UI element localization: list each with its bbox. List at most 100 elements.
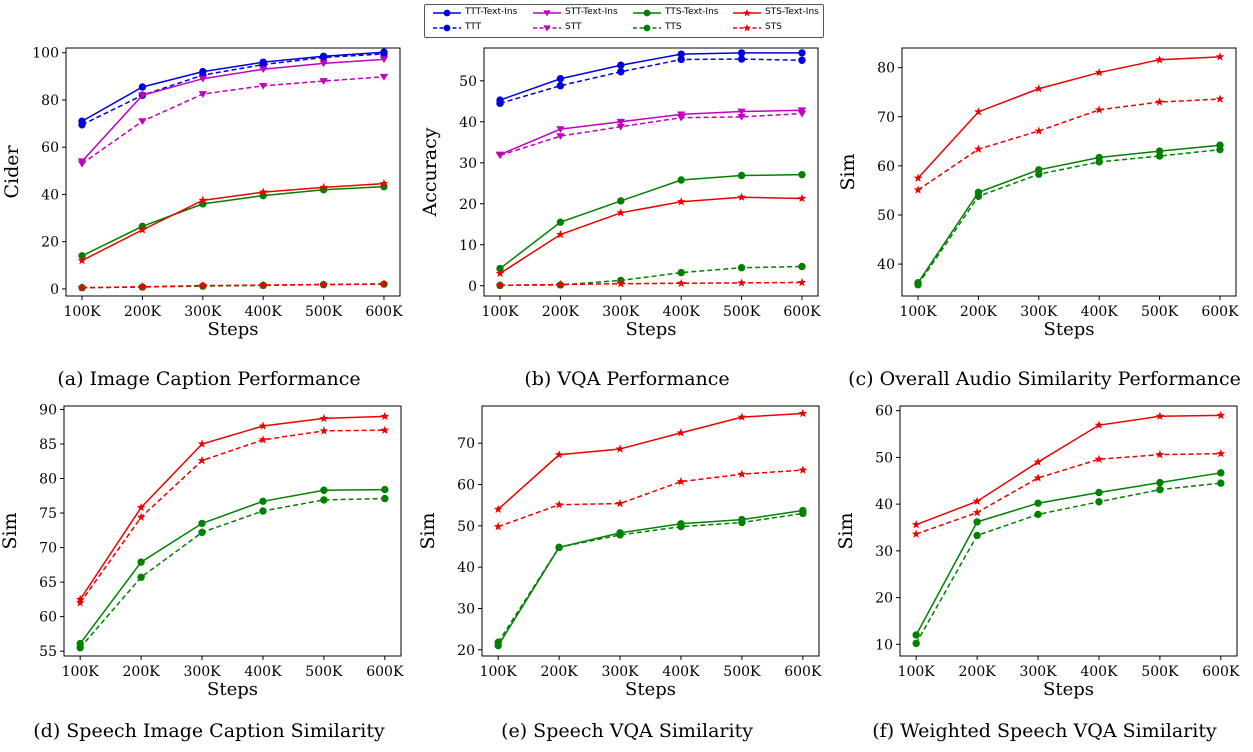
- series-tts-text-ins: [76, 485, 389, 648]
- series-sts: [75, 425, 390, 607]
- series-sts: [495, 277, 807, 290]
- y-tick-label: 10: [875, 637, 893, 653]
- x-tick-label: 300K: [1020, 304, 1058, 320]
- caption-e: (e) Speech VQA Similarity: [501, 720, 753, 742]
- data-point: [911, 529, 921, 538]
- legend-label: STT-Text-Ins: [565, 7, 618, 17]
- caption-c: (c) Overall Audio Similarity Performance: [848, 368, 1241, 390]
- data-point: [320, 496, 328, 504]
- x-tick-label: 100K: [63, 304, 101, 320]
- data-point: [493, 522, 503, 531]
- series-line: [79, 497, 385, 649]
- legend-swatch: [633, 24, 661, 32]
- legend-item-ttt-text-ins: TTT-Text-Ins: [431, 6, 527, 20]
- data-point: [616, 208, 626, 217]
- x-tick-label: 200K: [123, 664, 161, 680]
- y-tick-label: 50: [459, 74, 477, 90]
- data-point: [75, 598, 85, 607]
- speech-vqa-similarity-chart: 20 30 40 50 60 70 100K 200K 300K 400K 500K 600K Step…: [417, 405, 822, 700]
- x-tick-label: 300K: [602, 304, 640, 320]
- data-point: [138, 83, 147, 91]
- y-tick-label: 0: [50, 282, 59, 298]
- data-point: [615, 498, 625, 508]
- series-tts: [914, 145, 1224, 289]
- legend-swatch: [533, 25, 561, 32]
- legend-swatch: [433, 24, 461, 32]
- legend-label: TTS-Text-Ins: [665, 7, 719, 17]
- series-tts: [78, 280, 388, 292]
- y-tick-label: 20: [457, 643, 475, 659]
- legend-marker: [543, 10, 551, 17]
- x-tick-label: 600K: [366, 664, 404, 680]
- data-point: [1156, 485, 1164, 494]
- data-point: [380, 425, 390, 434]
- series-line: [497, 469, 803, 528]
- data-point: [797, 110, 807, 118]
- series-line: [81, 76, 385, 165]
- data-point: [198, 519, 206, 528]
- data-point: [737, 171, 746, 180]
- data-point: [198, 91, 208, 98]
- data-point: [1094, 420, 1104, 429]
- series-sts: [77, 279, 389, 292]
- legend-marker: [743, 8, 751, 17]
- data-point: [259, 497, 267, 506]
- series-line: [499, 52, 802, 101]
- y-tick-label: 40: [457, 560, 475, 576]
- x-tick-label: 400K: [663, 304, 701, 320]
- data-point: [1035, 170, 1043, 178]
- series-stt: [495, 110, 807, 160]
- y-tick-label: 60: [39, 610, 57, 626]
- data-point: [911, 520, 921, 529]
- data-point: [737, 113, 746, 121]
- series-line: [79, 415, 385, 600]
- data-point: [1217, 479, 1225, 487]
- legend-swatch: [733, 8, 761, 17]
- data-point: [556, 229, 565, 239]
- series-line: [499, 196, 802, 275]
- data-point: [379, 178, 389, 188]
- data-point: [677, 268, 685, 277]
- data-point: [136, 512, 146, 521]
- data-point: [137, 558, 145, 566]
- legend-swatch: [733, 23, 761, 32]
- series-line: [81, 185, 385, 257]
- legend-label: TTS: [665, 22, 682, 32]
- axes: 20 30 40 50 60 70 100K 200K 300K 400K 500K 600K: [457, 405, 822, 680]
- data-point: [1095, 158, 1103, 166]
- data-point: [556, 218, 565, 226]
- y-tick-label: 20: [41, 235, 59, 251]
- data-point: [798, 408, 808, 418]
- data-point: [737, 108, 746, 116]
- legend-item-sts-text-ins: STS-Text-Ins: [731, 6, 827, 20]
- data-point: [974, 107, 983, 116]
- data-point: [556, 75, 565, 83]
- x-axis-label: Steps: [208, 319, 259, 340]
- legend-item-ttt: TTT: [431, 21, 527, 35]
- data-point: [198, 281, 208, 290]
- data-point: [136, 502, 146, 512]
- data-point: [319, 78, 328, 85]
- y-tick-label: 80: [41, 93, 59, 109]
- data-point: [1095, 488, 1103, 497]
- data-point: [197, 439, 207, 448]
- series-line: [915, 472, 1221, 636]
- data-point: [495, 152, 505, 160]
- series-tts-text-ins: [912, 469, 1225, 639]
- x-tick-label: 400K: [662, 664, 700, 680]
- y-tick-label: 30: [459, 156, 477, 172]
- image-caption-chart: 0 20 40 60 80 100 100K 200K 300K 400K 500K 600K Step…: [1, 46, 403, 340]
- data-point: [737, 469, 747, 478]
- legend-label: STS-Text-Ins: [765, 7, 819, 17]
- legend-swatch: [633, 9, 661, 17]
- y-tick-label: 65: [39, 575, 57, 591]
- data-point: [198, 75, 208, 83]
- series-line: [81, 182, 385, 262]
- data-point: [493, 504, 503, 514]
- data-point: [76, 644, 84, 652]
- data-point: [319, 413, 329, 423]
- x-tick-label: 400K: [1080, 664, 1118, 680]
- data-point: [77, 283, 87, 292]
- y-tick-label: 60: [457, 478, 475, 494]
- data-point: [972, 496, 982, 506]
